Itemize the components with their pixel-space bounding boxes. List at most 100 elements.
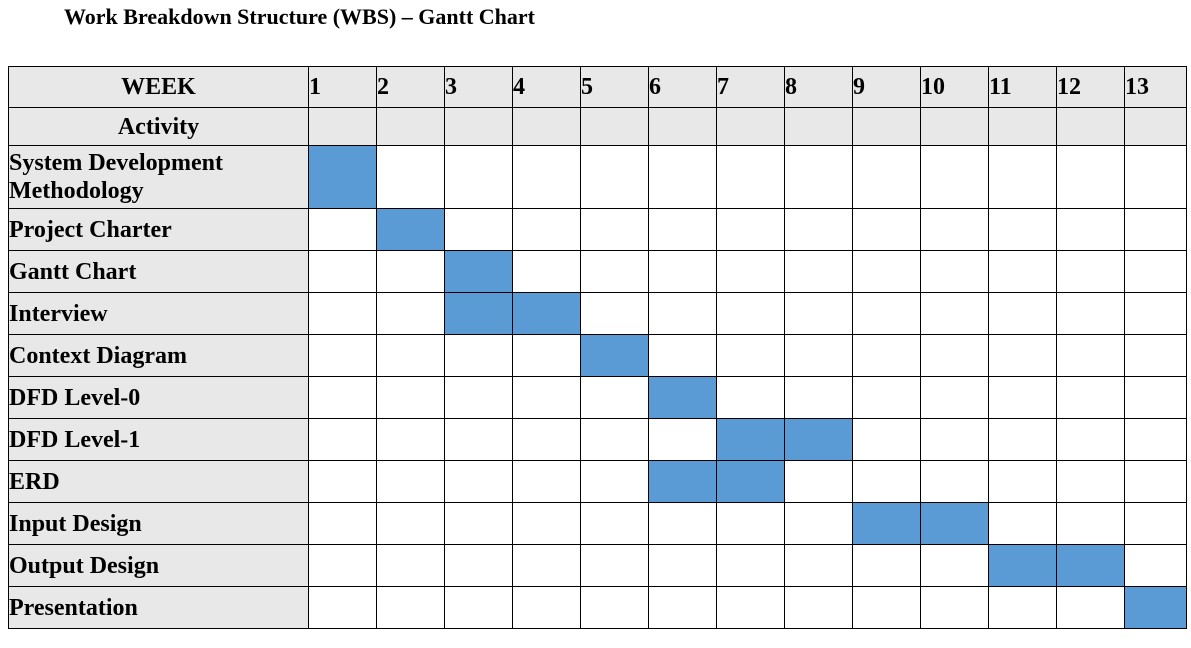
gantt-empty-cell (1056, 376, 1125, 419)
gantt-bar-cell (648, 460, 717, 503)
gantt-empty-cell (648, 418, 717, 461)
gantt-empty-cell (580, 376, 649, 419)
gantt-empty-cell (988, 145, 1057, 209)
gantt-empty-cell (784, 334, 853, 377)
week-number-1: 1 (308, 66, 377, 108)
gantt-empty-cell (648, 334, 717, 377)
gantt-empty-cell (920, 586, 989, 629)
gantt-empty-cell (852, 376, 921, 419)
gantt-empty-cell (988, 502, 1057, 545)
gantt-empty-cell (716, 208, 785, 251)
week-number-9: 9 (852, 66, 921, 108)
gantt-empty-cell (580, 502, 649, 545)
activity-header-cell (512, 107, 581, 146)
gantt-empty-cell (376, 376, 445, 419)
week-number-10: 10 (920, 66, 989, 108)
gantt-empty-cell (1124, 292, 1187, 335)
activity-header-cell (444, 107, 513, 146)
gantt-empty-cell (852, 250, 921, 293)
activity-row: Interview (8, 292, 1187, 335)
gantt-bar-cell (376, 208, 445, 251)
gantt-empty-cell (852, 586, 921, 629)
activity-header-cell (308, 107, 377, 146)
gantt-empty-cell (512, 145, 581, 209)
gantt-empty-cell (716, 334, 785, 377)
gantt-empty-cell (988, 250, 1057, 293)
page-title: Work Breakdown Structure (WBS) – Gantt C… (64, 4, 535, 29)
gantt-bar-cell (1124, 586, 1187, 629)
week-number-13: 13 (1124, 66, 1187, 108)
gantt-empty-cell (580, 544, 649, 587)
week-number-12: 12 (1056, 66, 1125, 108)
activity-label: DFD Level-1 (8, 418, 309, 461)
gantt-empty-cell (1124, 250, 1187, 293)
gantt-empty-cell (308, 292, 377, 335)
gantt-bar-cell (716, 460, 785, 503)
week-number-3: 3 (444, 66, 513, 108)
gantt-empty-cell (1056, 418, 1125, 461)
gantt-empty-cell (308, 250, 377, 293)
activity-header-cell (852, 107, 921, 146)
gantt-empty-cell (784, 586, 853, 629)
gantt-empty-cell (920, 418, 989, 461)
gantt-empty-cell (580, 145, 649, 209)
gantt-bar-cell (444, 250, 513, 293)
activity-label: Interview (8, 292, 309, 335)
gantt-empty-cell (444, 208, 513, 251)
gantt-empty-cell (920, 145, 989, 209)
gantt-empty-cell (1056, 208, 1125, 251)
gantt-empty-cell (852, 208, 921, 251)
activity-header-cell (376, 107, 445, 146)
activity-header-row: Activity (8, 107, 1187, 146)
gantt-empty-cell (308, 376, 377, 419)
gantt-empty-cell (512, 418, 581, 461)
gantt-empty-cell (988, 586, 1057, 629)
gantt-empty-cell (784, 145, 853, 209)
gantt-empty-cell (920, 376, 989, 419)
activity-row: DFD Level-1 (8, 418, 1187, 461)
gantt-empty-cell (988, 334, 1057, 377)
gantt-empty-cell (512, 502, 581, 545)
gantt-bar-cell (784, 418, 853, 461)
gantt-empty-cell (716, 502, 785, 545)
gantt-empty-cell (1124, 334, 1187, 377)
gantt-empty-cell (1124, 418, 1187, 461)
gantt-empty-cell (1056, 145, 1125, 209)
gantt-empty-cell (784, 250, 853, 293)
gantt-empty-cell (512, 376, 581, 419)
gantt-empty-cell (308, 208, 377, 251)
gantt-empty-cell (1056, 292, 1125, 335)
gantt-empty-cell (716, 586, 785, 629)
activity-header-cell (1124, 107, 1187, 146)
activity-row: Gantt Chart (8, 250, 1187, 293)
gantt-empty-cell (376, 460, 445, 503)
activity-header-label: Activity (8, 107, 309, 146)
gantt-empty-cell (920, 250, 989, 293)
gantt-empty-cell (920, 292, 989, 335)
gantt-empty-cell (512, 586, 581, 629)
gantt-empty-cell (580, 418, 649, 461)
gantt-empty-cell (1124, 376, 1187, 419)
activity-header-cell (1056, 107, 1125, 146)
gantt-empty-cell (784, 460, 853, 503)
gantt-empty-cell (988, 418, 1057, 461)
activity-label: DFD Level-0 (8, 376, 309, 419)
gantt-bar-cell (920, 502, 989, 545)
gantt-empty-cell (444, 460, 513, 503)
gantt-empty-cell (648, 208, 717, 251)
gantt-empty-cell (444, 586, 513, 629)
gantt-empty-cell (444, 418, 513, 461)
week-number-7: 7 (716, 66, 785, 108)
gantt-empty-cell (308, 544, 377, 587)
gantt-empty-cell (376, 334, 445, 377)
gantt-empty-cell (376, 418, 445, 461)
activity-label: Presentation (8, 586, 309, 629)
activity-row: Input Design (8, 502, 1187, 545)
activity-label: System Development Methodology (8, 145, 309, 209)
gantt-bar-cell (852, 502, 921, 545)
week-number-8: 8 (784, 66, 853, 108)
gantt-empty-cell (308, 460, 377, 503)
gantt-empty-cell (580, 460, 649, 503)
week-number-11: 11 (988, 66, 1057, 108)
gantt-empty-cell (444, 376, 513, 419)
